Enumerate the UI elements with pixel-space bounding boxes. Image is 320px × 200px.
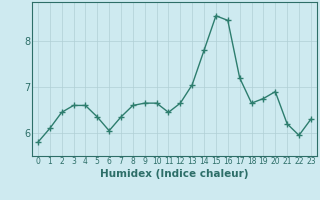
- X-axis label: Humidex (Indice chaleur): Humidex (Indice chaleur): [100, 169, 249, 179]
